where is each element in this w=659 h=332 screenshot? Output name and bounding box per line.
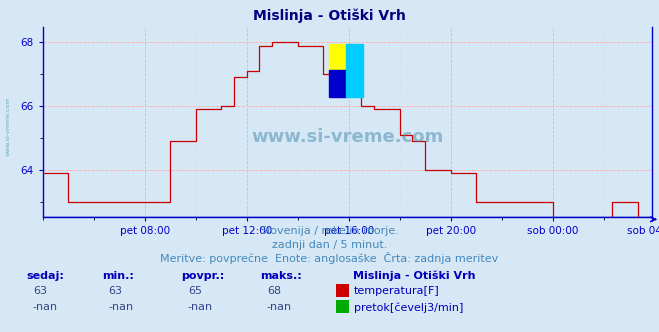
Text: Meritve: povprečne  Enote: anglosaške  Črta: zadnja meritev: Meritve: povprečne Enote: anglosaške Črt… <box>160 252 499 264</box>
Text: povpr.:: povpr.: <box>181 271 225 281</box>
Text: Slovenija / reke in morje.: Slovenija / reke in morje. <box>260 226 399 236</box>
Bar <box>346 70 363 97</box>
Text: maks.:: maks.: <box>260 271 302 281</box>
Bar <box>330 44 346 70</box>
Text: min.:: min.: <box>102 271 134 281</box>
Text: Mislinja - Otiški Vrh: Mislinja - Otiški Vrh <box>353 271 475 281</box>
Text: 68: 68 <box>267 286 281 296</box>
Text: www.si-vreme.com: www.si-vreme.com <box>252 128 444 146</box>
Text: zadnji dan / 5 minut.: zadnji dan / 5 minut. <box>272 240 387 250</box>
Text: -nan: -nan <box>33 302 58 312</box>
Text: temperatura[F]: temperatura[F] <box>354 286 440 296</box>
Text: -nan: -nan <box>109 302 134 312</box>
Text: www.si-vreme.com: www.si-vreme.com <box>5 96 11 156</box>
Text: 63: 63 <box>33 286 47 296</box>
Bar <box>330 70 346 97</box>
Bar <box>346 44 363 70</box>
Text: 63: 63 <box>109 286 123 296</box>
Text: pretok[čevelj3/min]: pretok[čevelj3/min] <box>354 302 463 313</box>
Text: -nan: -nan <box>267 302 292 312</box>
Text: -nan: -nan <box>188 302 213 312</box>
Text: Mislinja - Otiški Vrh: Mislinja - Otiški Vrh <box>253 8 406 23</box>
Text: 65: 65 <box>188 286 202 296</box>
Text: sedaj:: sedaj: <box>26 271 64 281</box>
